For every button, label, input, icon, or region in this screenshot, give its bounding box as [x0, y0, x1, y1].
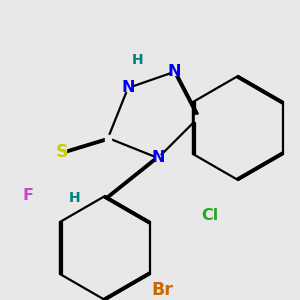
Text: N: N	[167, 64, 181, 80]
Text: Br: Br	[151, 281, 173, 299]
Text: N: N	[121, 80, 135, 95]
Text: H: H	[132, 53, 144, 67]
Text: H: H	[69, 191, 81, 205]
Bar	[58, 149, 66, 155]
Bar	[125, 85, 131, 91]
Bar	[105, 135, 111, 141]
Text: F: F	[22, 188, 34, 202]
Bar	[171, 69, 177, 75]
Bar	[195, 115, 201, 121]
Text: S: S	[56, 143, 68, 161]
Text: Cl: Cl	[201, 208, 219, 223]
Text: N: N	[151, 151, 165, 166]
Bar	[155, 155, 161, 161]
